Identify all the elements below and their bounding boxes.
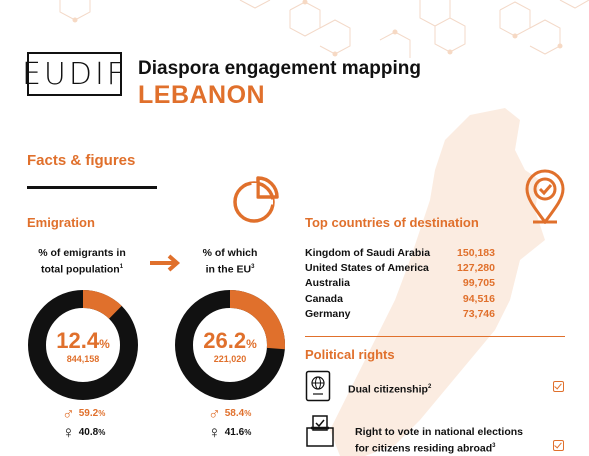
- right-to-vote-line2: for citizens residing abroad3: [355, 439, 523, 456]
- value-cell: 73,746: [462, 307, 495, 320]
- footnote-3: 3: [492, 443, 496, 449]
- emigrants-donut-chart: [28, 290, 138, 400]
- female-number-right: 41.6: [224, 427, 245, 438]
- eudif-logo: EUDIF: [22, 52, 124, 96]
- male-number-left: 59.2: [78, 408, 99, 419]
- eu-label: % of which in the EU3: [180, 246, 280, 277]
- emigrants-percent: 12.4%: [27, 328, 139, 354]
- passport-icon: [305, 370, 331, 402]
- female-icon: ♀: [62, 423, 75, 442]
- country-cell: Australia: [305, 277, 350, 290]
- emigrants-label-line2-text: total population: [40, 263, 120, 276]
- donut-value-arc: [28, 290, 138, 400]
- emigrants-label-line1: % of emigrants in: [38, 247, 126, 259]
- female-value-right: 41.6%: [225, 427, 252, 438]
- footnote-2: 2: [427, 384, 432, 390]
- eu-percent-sign: %: [246, 337, 257, 351]
- eu-label-line1: % of which: [202, 247, 258, 259]
- emigration-heading: Emigration: [27, 215, 95, 230]
- page-title: Diaspora engagement mapping: [138, 58, 421, 79]
- female-share-left: ♀ 40.8%: [62, 424, 105, 441]
- eu-count: 221,020: [213, 354, 247, 364]
- dual-citizenship-label: Dual citizenship2: [348, 380, 431, 397]
- value-cell: 99,705: [462, 277, 495, 290]
- ballot-box-icon: [306, 415, 334, 447]
- female-share-right: ♀ 41.6%: [208, 424, 251, 441]
- footnote-1: 1: [119, 264, 124, 270]
- pct-unit: %: [244, 428, 252, 437]
- table-row: Australia 99,705: [305, 277, 495, 292]
- pct-unit: %: [98, 428, 106, 437]
- country-cell: Germany: [305, 307, 351, 320]
- dual-citizenship-text: Dual citizenship: [348, 383, 428, 396]
- table-row: Germany 73,746: [305, 308, 495, 323]
- section-divider: [305, 336, 565, 337]
- value-cell: 94,516: [462, 292, 495, 305]
- footnote-3: 3: [251, 264, 255, 270]
- table-row: Kingdom of Saudi Arabia 150,183: [305, 247, 495, 262]
- value-cell: 127,280: [457, 262, 495, 275]
- eu-percent-value: 26.2: [203, 328, 247, 353]
- male-share-left: ♂ 59.2%: [62, 405, 105, 422]
- male-share-right: ♂ 58.4%: [208, 405, 251, 422]
- eu-label-line2: in the EU3: [180, 260, 280, 277]
- emigrants-percent-value: 12.4: [56, 328, 100, 353]
- lebanon-map-silhouette: [330, 108, 545, 456]
- emigrants-percent-sign: %: [99, 337, 110, 351]
- emigrants-label: % of emigrants in total population1: [22, 246, 142, 277]
- right-to-vote-label: Right to vote in national elections for …: [355, 425, 523, 456]
- male-icon: ♂: [62, 404, 75, 423]
- male-icon: ♂: [208, 404, 221, 423]
- country-cell: Kingdom of Saudi Arabia: [305, 247, 431, 259]
- female-value-left: 40.8%: [79, 427, 106, 438]
- right-to-vote-check-icon: [553, 440, 564, 451]
- right-to-vote-line1: Right to vote in national elections: [355, 426, 524, 438]
- emigrants-label-line2: total population1: [22, 260, 142, 277]
- logo-text: EUDIF: [21, 56, 128, 92]
- arrow-right-icon: [150, 254, 181, 272]
- male-value-right: 58.4%: [225, 408, 252, 419]
- eu-donut-chart: [175, 290, 285, 400]
- facts-heading: Facts & figures: [27, 152, 136, 169]
- eu-percent: 26.2%: [174, 328, 286, 354]
- pie-chart-icon: [233, 176, 279, 223]
- political-rights-heading: Political rights: [305, 347, 395, 362]
- pct-unit: %: [244, 409, 252, 418]
- pct-unit: %: [98, 409, 106, 418]
- country-cell: United States of America: [305, 262, 429, 275]
- value-cell: 150,183: [457, 247, 495, 259]
- emigrants-count: 844,158: [66, 354, 100, 364]
- location-pin-icon: [525, 169, 565, 224]
- female-number-left: 40.8: [78, 427, 99, 438]
- dual-citizenship-check-icon: [553, 381, 564, 392]
- female-icon: ♀: [208, 423, 221, 442]
- male-value-left: 59.2%: [79, 408, 106, 419]
- destinations-table: Kingdom of Saudi Arabia 150,183 United St…: [305, 247, 495, 323]
- eu-label-line2-text: in the EU: [205, 263, 252, 276]
- table-row: Canada 94,516: [305, 293, 495, 308]
- country-cell: Canada: [305, 292, 343, 305]
- table-row: United States of America 127,280: [305, 262, 495, 277]
- country-name: LEBANON: [138, 81, 266, 109]
- male-number-right: 58.4: [224, 408, 245, 419]
- facts-divider: [27, 186, 157, 189]
- donut-value-arc: [175, 290, 285, 400]
- destinations-heading: Top countries of destination: [305, 215, 479, 230]
- right-to-vote-line2-text: for citizens residing abroad: [355, 442, 493, 455]
